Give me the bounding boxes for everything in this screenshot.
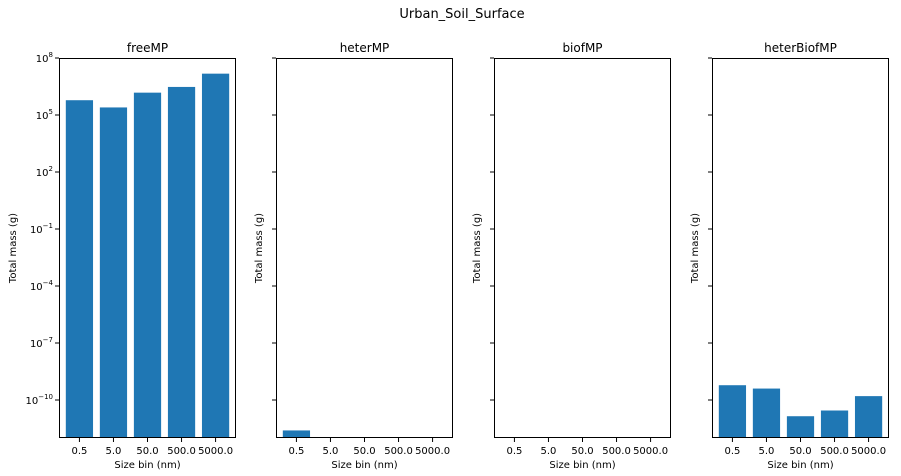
bar-5000.0 (854, 396, 883, 438)
y-tick-label: 10−1 (30, 222, 53, 236)
subplot-freeMP: freeMP 0.5 5.0 50.0 500.0 5000.0 Size bin (nm)… (8, 41, 236, 471)
y-axis-label: Total mass (g) (690, 213, 701, 284)
y-axis-label: Total mass (g) (472, 213, 483, 284)
x-tick-label: 5000.0 (415, 446, 450, 457)
x-tick-label: 50.0 (136, 446, 158, 457)
x-tick-label: 500.0 (820, 446, 849, 457)
bar-5000.0 (201, 73, 230, 438)
subplot-title: biofMP (562, 41, 602, 55)
x-tick-label: 5000.0 (198, 446, 233, 457)
x-tick-label: 0.5 (288, 446, 304, 457)
subplot-heterBiofMP: heterBiofMP 0.5 5.0 50.0 500.0 5000.0 Size bin… (690, 41, 889, 471)
x-tick-label: 0.5 (724, 446, 740, 457)
x-tick-label: 5.0 (323, 446, 339, 457)
x-axis-label: Size bin (nm) (331, 460, 397, 471)
y-axis-label: Total mass (g) (8, 213, 19, 284)
x-tick-label: 0.5 (506, 446, 522, 457)
x-tick-label: 500.0 (602, 446, 631, 457)
y-tick-label: 10−10 (25, 393, 53, 407)
bar-5.0 (752, 388, 781, 438)
bar-0.5 (65, 100, 94, 439)
x-axis-label: Size bin (nm) (114, 460, 180, 471)
axes-frame (59, 58, 236, 438)
y-tick-label: 105 (36, 108, 53, 122)
bar-0.5 (718, 385, 747, 438)
subplot-biofMP: biofMP 0.5 5.0 50.0 500.0 5000.0 Size bin (nm)… (472, 41, 671, 471)
x-tick-label: 500.0 (384, 446, 413, 457)
axes-frame (494, 58, 671, 438)
y-axis-label: Total mass (g) (254, 213, 265, 284)
bar-50.0 (133, 92, 162, 438)
x-axis-label: Size bin (nm) (767, 460, 833, 471)
y-tick-label: 102 (36, 165, 53, 179)
y-tick-label: 10−7 (30, 336, 53, 350)
subplot-title: heterBiofMP (764, 41, 837, 55)
x-tick-label: 0.5 (71, 446, 87, 457)
x-tick-label: 500.0 (167, 446, 196, 457)
x-axis-label: Size bin (nm) (549, 460, 615, 471)
x-tick-label: 5000.0 (851, 446, 886, 457)
figure-suptitle: Urban_Soil_Surface (399, 7, 524, 22)
y-tick-label: 108 (36, 51, 53, 65)
y-tick-label: 10−4 (30, 279, 54, 293)
subplot-title: heterMP (340, 41, 390, 55)
x-tick-label: 5.0 (759, 446, 775, 457)
axes-frame (276, 58, 453, 438)
x-tick-label: 50.0 (353, 446, 375, 457)
subplot-title: freeMP (127, 41, 168, 55)
x-tick-label: 50.0 (789, 446, 811, 457)
bar-500.0 (820, 410, 849, 438)
axes-frame (712, 58, 889, 438)
x-tick-label: 5.0 (106, 446, 122, 457)
bar-5.0 (99, 107, 128, 438)
x-tick-label: 50.0 (571, 446, 593, 457)
x-tick-label: 5.0 (541, 446, 557, 457)
x-tick-label: 5000.0 (633, 446, 668, 457)
bar-0.5 (282, 430, 311, 438)
bar-50.0 (786, 416, 815, 438)
bar-500.0 (167, 86, 196, 438)
subplot-heterMP: heterMP 0.5 5.0 50.0 500.0 5000.0 Size bin (nm… (254, 41, 453, 471)
